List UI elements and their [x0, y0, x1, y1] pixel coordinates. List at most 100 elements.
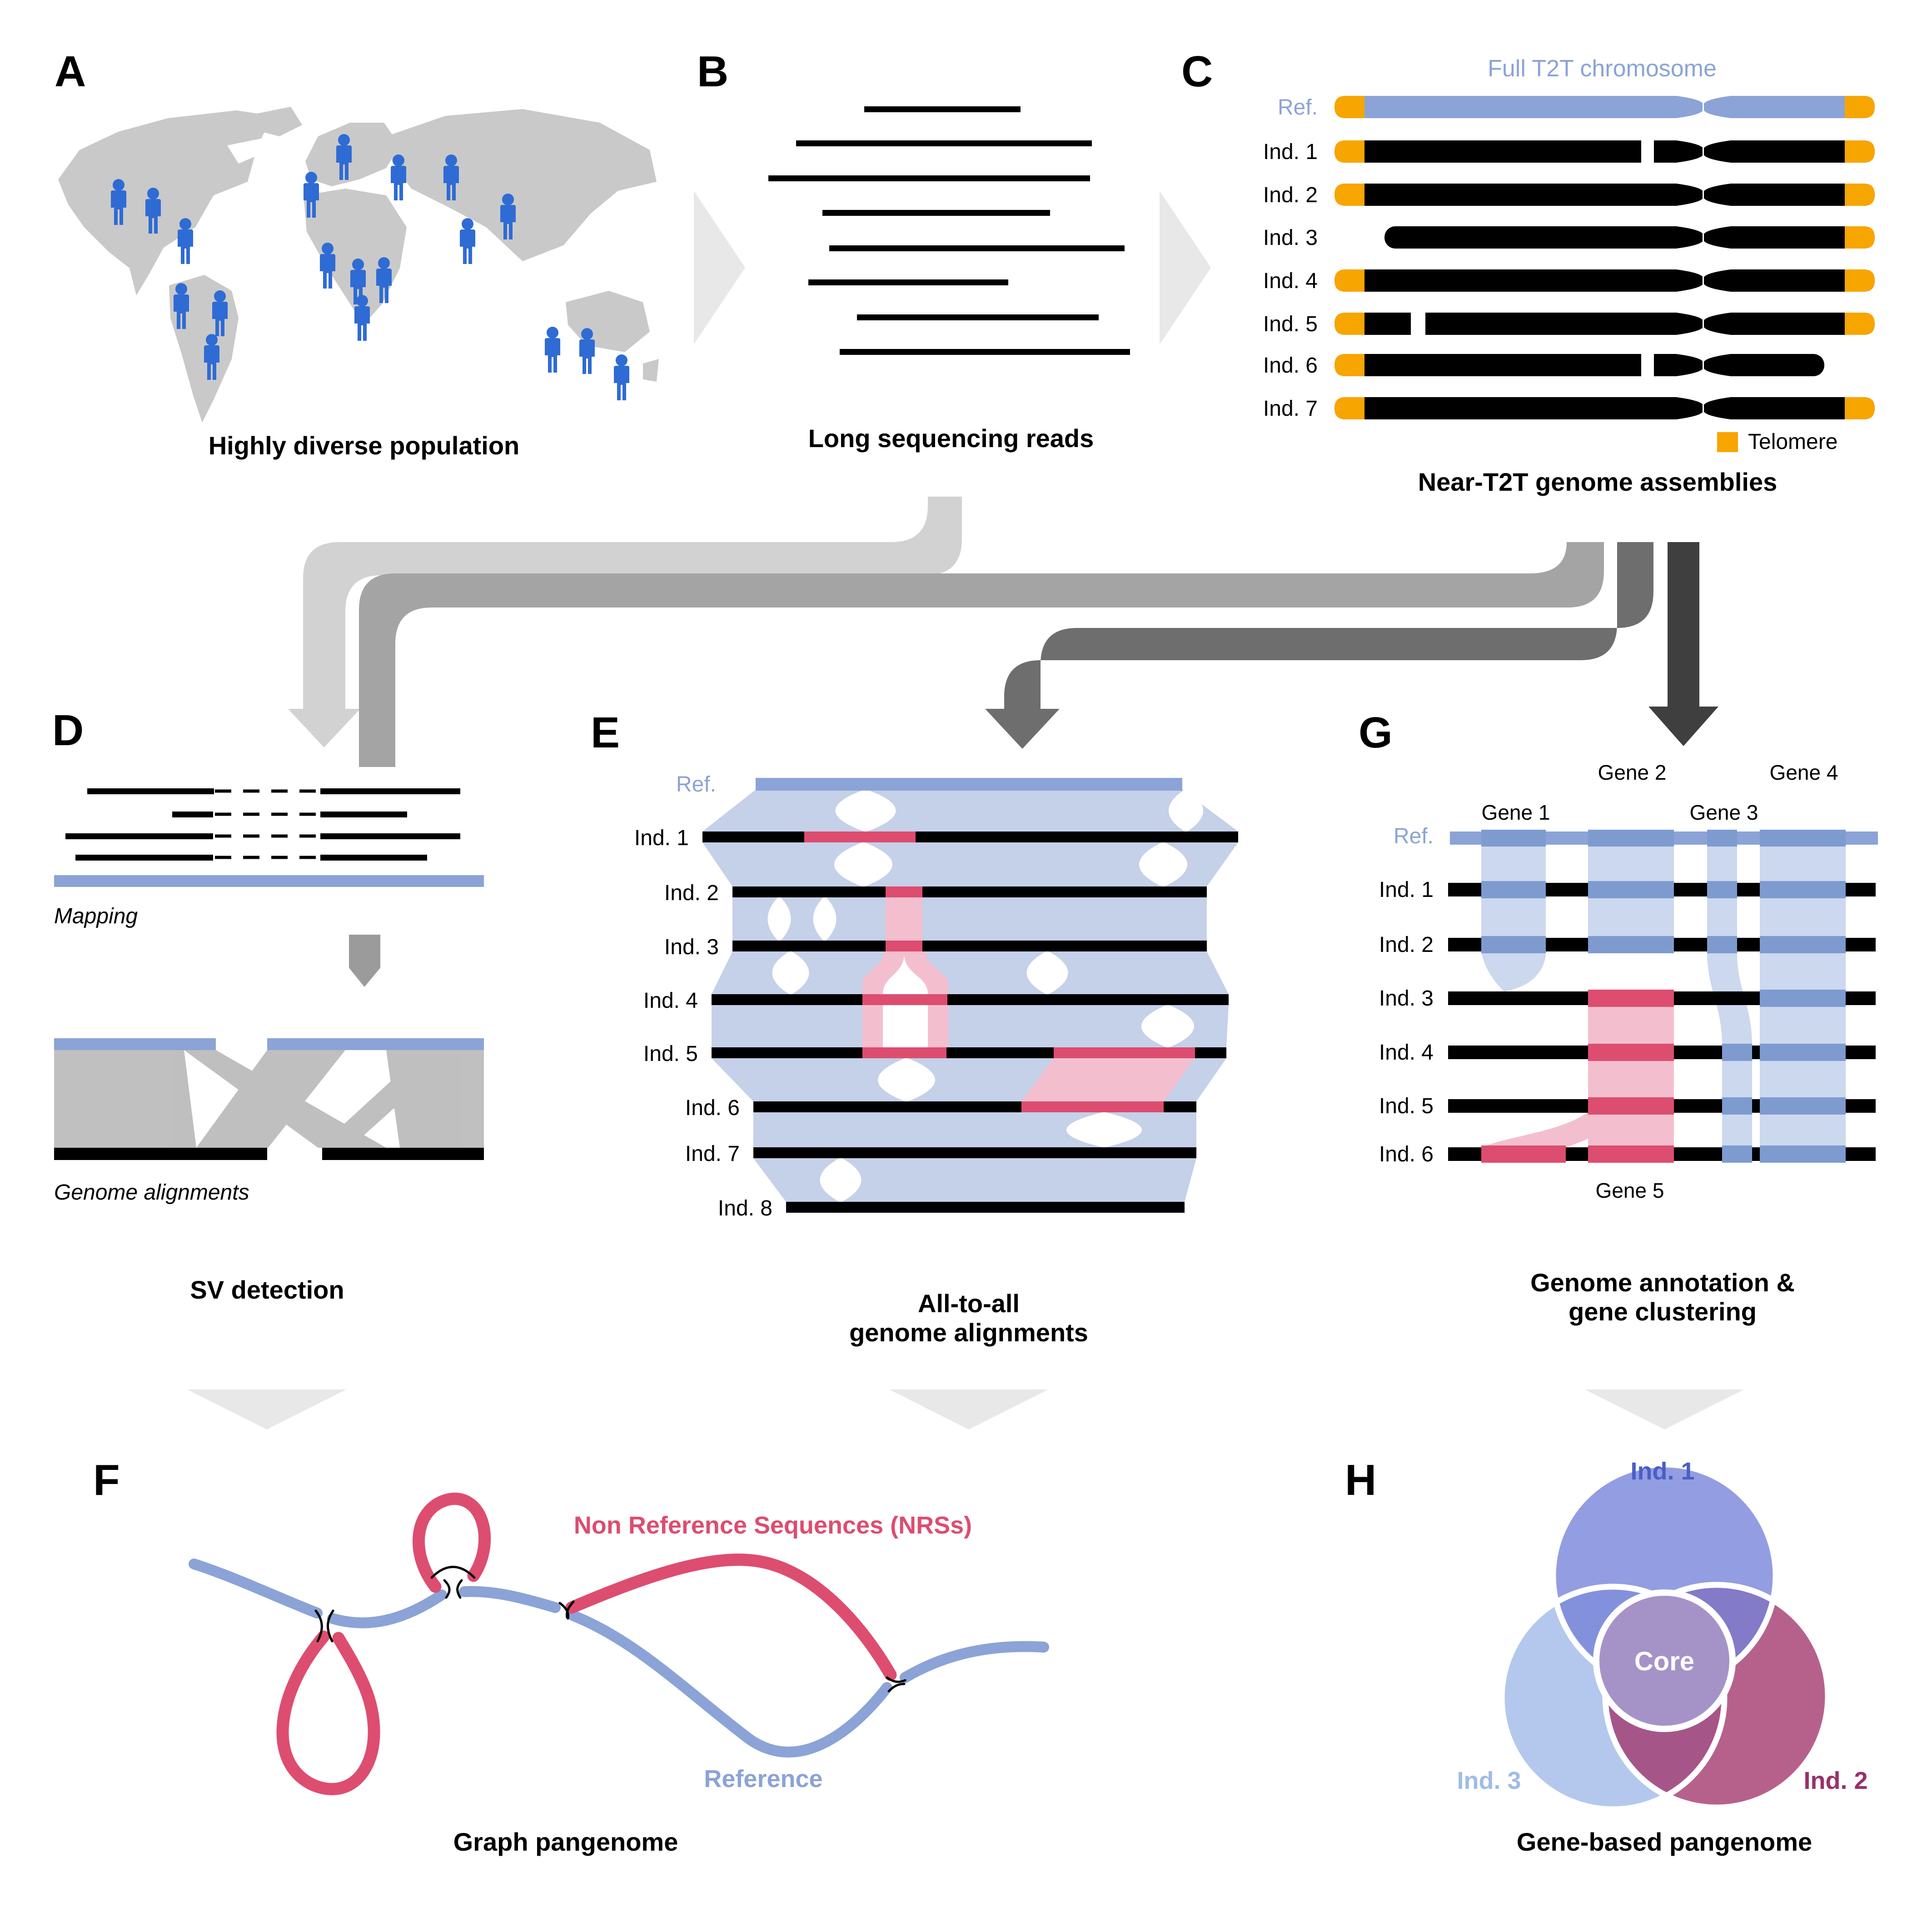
reference-bar: [54, 875, 484, 887]
gene-block: [1707, 936, 1737, 953]
assembly-bar: [712, 994, 1229, 1005]
alignment-ribbon: [702, 790, 1238, 832]
gene-ribbon: [1481, 951, 1546, 991]
telomere-cap-icon: [1845, 184, 1875, 206]
flow-ribbon-c-to-e: [985, 542, 1653, 749]
telomere-cap-icon: [1334, 96, 1364, 118]
chromosome-ind1: [1334, 139, 1875, 164]
bubble: [1026, 951, 1068, 994]
gene4-label: Gene 4: [1770, 761, 1838, 784]
bubble: [835, 790, 896, 832]
variant-bubbles: [767, 790, 1203, 1202]
gene-block: [1760, 830, 1846, 846]
flow-ribbon-c-to-d: [359, 542, 1604, 767]
gene-ribbon: [1588, 1059, 1674, 1099]
gene-block: [1760, 1044, 1846, 1061]
c-row-label: Ind. 4: [1263, 269, 1318, 293]
chromosome-ind5: [1334, 311, 1875, 337]
junction-mark: [566, 1600, 575, 1619]
gene-ribbon: [1481, 1112, 1636, 1147]
core-circle: [1593, 1589, 1736, 1732]
continent-new-zealand: [643, 359, 659, 382]
nrs-segment: [862, 994, 947, 1005]
gene-block: [1481, 936, 1546, 953]
alignment-ribbon: [732, 897, 1207, 941]
gene-block: [1722, 1044, 1752, 1061]
nrs-segment: [1054, 1047, 1195, 1058]
alignment-ribbon: [702, 842, 1238, 886]
gene5-block: [1588, 1145, 1674, 1163]
continent-north-america: [58, 110, 273, 295]
arrow-g-to-h: [1585, 1389, 1744, 1429]
continent-asia: [386, 109, 657, 261]
nrs-segment: [1021, 1101, 1164, 1112]
panel-a: A: [55, 47, 659, 460]
e-row-label: Ind. 6: [685, 1096, 740, 1120]
read-line: [864, 106, 1021, 112]
person-icon: [320, 243, 335, 289]
reference-segment: [327, 1589, 447, 1628]
junction-mark: [327, 1609, 334, 1643]
nrs-ribbon: [1021, 1058, 1195, 1101]
read-line: [840, 349, 1130, 355]
core-label: Core: [1634, 1647, 1694, 1676]
bubble: [767, 897, 791, 941]
person-icon: [460, 218, 475, 264]
assembly-bar: [322, 1148, 484, 1160]
gene-block: [1760, 1097, 1846, 1115]
mapping-reads: [54, 788, 484, 887]
nrs-segment: [804, 832, 916, 842]
venn-label-ind2: Ind. 2: [1803, 1767, 1867, 1794]
panel-a-title: Highly diverse population: [209, 431, 520, 460]
bubble: [834, 842, 892, 886]
e-row-label: Ind. 4: [643, 989, 698, 1013]
e-row-label: Ind. 3: [664, 935, 719, 959]
e-row-label: Ind. 2: [664, 881, 719, 905]
e-row-label: Ind. 8: [718, 1196, 772, 1220]
junction-mark: [886, 1676, 906, 1683]
chromosome-ind2: [1334, 184, 1875, 206]
person-icon: [391, 154, 406, 200]
panel-h: H Core Ind. 1 Ind. 2 Ind. 3 Gene-based p…: [1345, 1456, 1868, 1856]
nrs-bubble: [883, 955, 928, 994]
panel-d: D Mapping: [52, 706, 484, 1304]
c-row-label: Ind. 1: [1263, 140, 1318, 164]
mapped-read-segment: [75, 855, 213, 861]
arrow-b-to-c: [1160, 191, 1211, 344]
reference-segment: [189, 1559, 323, 1618]
panel-b: B Long sequencing reads: [697, 47, 1130, 453]
gene-block: [1481, 830, 1546, 846]
flow-ribbon-c-to-g: [1648, 542, 1718, 746]
reference-segment: [900, 1641, 1049, 1683]
gene-block: [1588, 936, 1674, 953]
read-line: [768, 175, 1090, 181]
panel-f: F: [93, 1456, 1049, 1856]
mapped-read-segment: [320, 855, 427, 861]
mapped-read-segment: [320, 812, 407, 817]
junction-mark: [443, 1579, 451, 1599]
panel-letter-d: D: [52, 706, 84, 755]
read-line: [857, 314, 1099, 320]
bubble: [1066, 1112, 1142, 1147]
nrs-ribbons: [862, 897, 1195, 1101]
chromosome-ind4: [1334, 269, 1875, 292]
chromosome-ind3: [1384, 226, 1875, 249]
reference-bar: [756, 778, 1182, 791]
nrs-ribbon: [886, 897, 922, 941]
panel-g-title-line1: Genome annotation &: [1530, 1268, 1795, 1297]
g-row-label: Ind. 5: [1379, 1094, 1434, 1118]
arrow-e-to-f: [889, 1389, 1048, 1429]
panel-letter-a: A: [55, 47, 86, 96]
mapped-read-segment: [87, 788, 214, 794]
alignment-ribbon: [753, 1158, 1196, 1202]
mapped-read-segment: [172, 812, 213, 817]
mapped-read-segment: [65, 833, 213, 839]
nrs-segment: [886, 886, 922, 897]
nrs-ribbon: [928, 1005, 948, 1047]
read-line: [796, 140, 1092, 146]
person-icon: [614, 354, 629, 400]
g-row-label: Ind. 4: [1379, 1041, 1434, 1065]
person-icon: [354, 295, 370, 341]
